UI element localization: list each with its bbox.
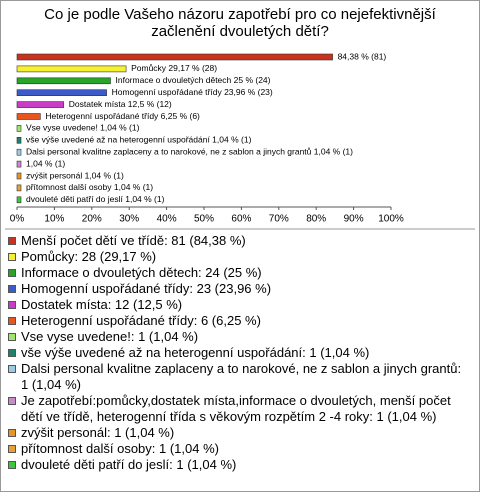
legend-swatch: [8, 445, 16, 453]
value-label: zvýšit personál 1,04 % (1): [26, 170, 124, 180]
legend-item: Informace o dvouletých dětech: 24 (25 %): [7, 265, 469, 281]
bar: [16, 125, 22, 132]
legend-swatch: [8, 253, 16, 261]
value-label: Pomůcky 29,17 % (28): [131, 63, 217, 73]
value-label: Informace o dvouletých dětech 25 % (24): [116, 75, 271, 85]
legend-swatch: [8, 269, 16, 277]
legend-swatch: [8, 333, 16, 341]
x-tick-label: 30%: [119, 214, 139, 225]
legend-swatch: [8, 461, 16, 469]
x-tick-label: 10%: [44, 214, 64, 225]
bar: [16, 196, 22, 204]
value-label: Vse vyse uvedene! 1,04 % (1): [26, 123, 140, 133]
legend-item: Dalsi personal kvalitne zaplaceny a to n…: [7, 361, 469, 393]
value-label: Heterogenní uspořádané třídy 6,25 % (6): [45, 111, 200, 121]
legend-label: Dostatek místa: 12 (12,5 %): [21, 297, 183, 312]
legend-swatch: [8, 349, 16, 357]
bar: [16, 53, 333, 61]
x-tick-label: 100%: [378, 214, 404, 225]
legend-label: Je zapotřebí:pomůcky,dostatek místa,info…: [21, 393, 451, 424]
legend-label: Homogenní uspořádané třídy: 23 (23,96 %): [21, 281, 272, 296]
legend-item: Vse vyse uvedene!: 1 (1,04 %): [7, 329, 469, 345]
legend-item: přítomnost další osoby: 1 (1,04 %): [7, 441, 469, 457]
legend-swatch: [8, 429, 16, 437]
x-tick-label: 90%: [344, 214, 364, 225]
value-label: 1,04 % (1): [26, 158, 65, 168]
legend-swatch: [8, 397, 16, 405]
legend-label: Menší počet dětí ve třídě: 81 (84,38 %): [21, 233, 246, 248]
bar: [16, 184, 22, 192]
legend-item: zvýšit personál: 1 (1,04 %): [7, 425, 469, 441]
legend-label: Pomůcky: 28 (29,17 %): [21, 249, 157, 264]
legend-item: Je zapotřebí:pomůcky,dostatek místa,info…: [7, 393, 469, 425]
chart-title: Co je podle Vašeho názoru zapotřebí pro …: [44, 6, 436, 40]
x-tick-label: 40%: [157, 214, 177, 225]
bar: [16, 89, 107, 96]
legend-label: zvýšit personál: 1 (1,04 %): [21, 425, 175, 440]
chart: 0% 10% 20% 30% 40% 50% 60% 70% 80% 90% 100% 84,38 %…: [5, 51, 475, 230]
value-label: vše výše uvedené až na heterogenní uspoř…: [26, 135, 252, 145]
bar: [16, 65, 127, 73]
legend-item: Dostatek místa: 12 (12,5 %): [7, 297, 469, 313]
bar: [16, 172, 22, 180]
value-label: Dalsi personal kvalitne zaplaceny a to n…: [26, 146, 353, 156]
legend-label: Dalsi personal kvalitne zaplaceny a to n…: [21, 361, 462, 392]
legend-item: dvouleté děti patří do jeslí: 1 (1,04 %): [7, 457, 469, 473]
legend-swatch: [8, 285, 16, 293]
x-tick-label: 50%: [194, 214, 214, 225]
bar: [16, 148, 22, 156]
legend-item: Heterogenní uspořádané třídy: 6 (6,25 %): [7, 313, 469, 329]
bar: [16, 160, 22, 168]
legend-swatch: [8, 301, 16, 309]
bar: [16, 113, 41, 120]
value-label: přítomnost další osoby 1,04 % (1): [26, 182, 153, 192]
legend-swatch: [8, 237, 16, 245]
value-label: 84,38 % (81): [338, 51, 387, 61]
x-tick-label: 20%: [82, 214, 102, 225]
value-label: Dostatek místa 12,5 % (12): [69, 99, 172, 109]
legend-swatch: [8, 317, 16, 325]
legend-label: dvouleté děti patří do jeslí: 1 (1,04 %): [21, 457, 237, 472]
legend-label: Vse vyse uvedene!: 1 (1,04 %): [21, 329, 199, 344]
x-tick-label: 60%: [231, 214, 251, 225]
legend-item: Menší počet dětí ve třídě: 81 (84,38 %): [7, 233, 469, 249]
x-tick-label: 0%: [10, 214, 25, 225]
x-tick-label: 70%: [269, 214, 289, 225]
x-tick-label: 80%: [306, 214, 326, 225]
bar: [16, 137, 22, 144]
legend-label: vše výše uvedené až na heterogenní uspoř…: [21, 345, 370, 360]
legend-label: Heterogenní uspořádané třídy: 6 (6,25 %): [21, 313, 261, 328]
legend-label: Informace o dvouletých dětech: 24 (25 %): [21, 265, 262, 280]
bar: [16, 101, 65, 108]
legend-swatch: [8, 365, 16, 373]
value-label: Homogenní uspořádané třídy 23,96 % (23): [112, 87, 273, 97]
legend-label: přítomnost další osoby: 1 (1,04 %): [21, 441, 219, 456]
legend-item: Pomůcky: 28 (29,17 %): [7, 249, 469, 265]
bar: [16, 77, 111, 85]
legend-item: vše výše uvedené až na heterogenní uspoř…: [7, 345, 469, 361]
value-label: dvouleté děti patří do jeslí 1,04 % (1): [26, 194, 165, 204]
legend: Menší počet dětí ve třídě: 81 (84,38 %) P…: [7, 233, 469, 473]
legend-item: Homogenní uspořádané třídy: 23 (23,96 %): [7, 281, 469, 297]
